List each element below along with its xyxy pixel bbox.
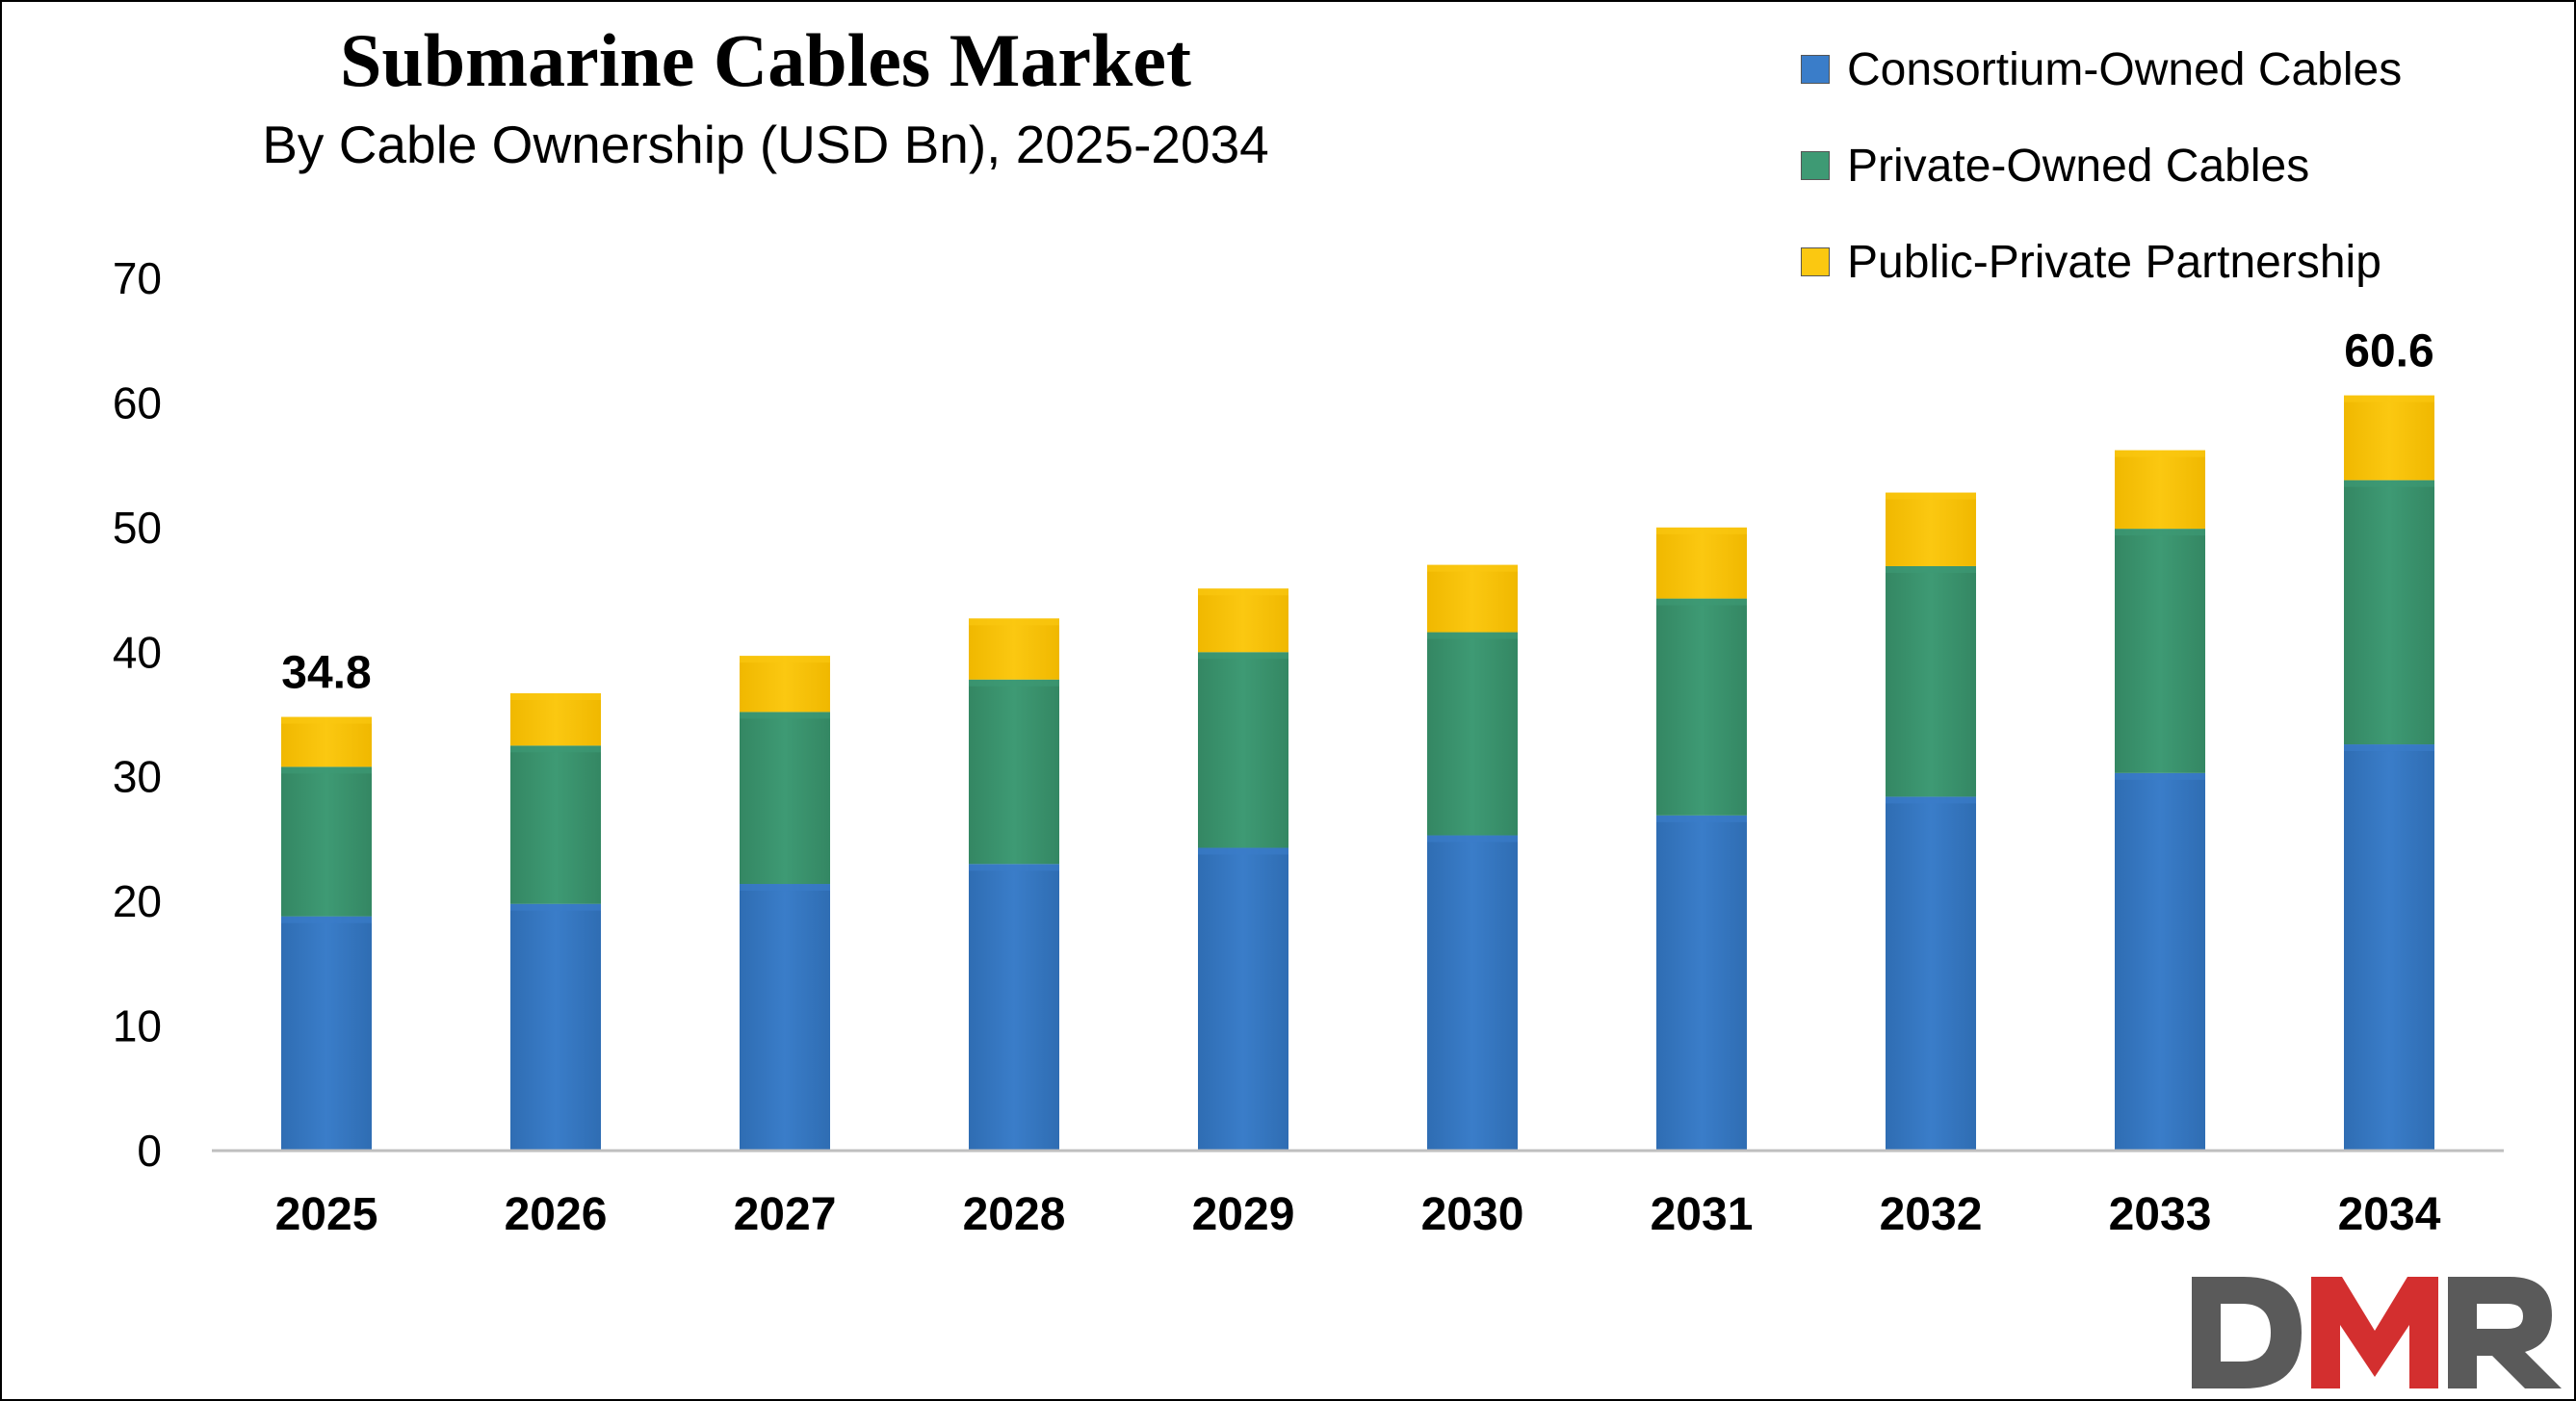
bar-segment-top-consortium-2032 bbox=[1886, 796, 1976, 804]
bar-segment-top-ppp-2032 bbox=[1886, 492, 1976, 500]
legend: Consortium-Owned Cables Private-Owned Ca… bbox=[1801, 21, 2402, 310]
bar-segment-top-ppp-2034 bbox=[2344, 395, 2434, 402]
bar-segment-top-ppp-2028 bbox=[969, 618, 1059, 626]
bar-segment-private-2026 bbox=[510, 745, 601, 904]
legend-label-ppp: Public-Private Partnership bbox=[1847, 236, 2381, 288]
bar-segment-private-2031 bbox=[1656, 598, 1747, 816]
bar-segment-consortium-2033 bbox=[2115, 772, 2205, 1151]
bar-segment-private-2027 bbox=[740, 712, 830, 885]
bar-segment-ppp-2028 bbox=[969, 618, 1059, 680]
bar-segment-top-consortium-2030 bbox=[1427, 835, 1518, 843]
bar-segment-top-consortium-2031 bbox=[1656, 815, 1747, 822]
x-tick-label-2033: 2033 bbox=[2109, 1189, 2212, 1240]
bar-segment-private-2030 bbox=[1427, 632, 1518, 836]
bar-segment-top-private-2030 bbox=[1427, 632, 1518, 639]
bar-segment-top-consortium-2033 bbox=[2115, 772, 2205, 780]
chart-title: Submarine Cables Market bbox=[340, 18, 1191, 102]
bar-segment-top-ppp-2026 bbox=[510, 692, 601, 700]
bar-segment-top-consortium-2027 bbox=[740, 884, 830, 892]
bar-segment-private-2025 bbox=[281, 766, 372, 917]
y-tick-label: 10 bbox=[113, 1001, 162, 1051]
bars bbox=[281, 395, 2434, 1151]
legend-label-private: Private-Owned Cables bbox=[1847, 140, 2310, 192]
y-tick-label: 70 bbox=[113, 253, 162, 303]
data-labels: 34.8 60.6 bbox=[281, 326, 2433, 699]
total-label-2034: 60.6 bbox=[2344, 326, 2433, 377]
x-tick-label-2031: 2031 bbox=[1651, 1189, 1754, 1240]
y-tick-label: 50 bbox=[113, 503, 162, 553]
bar-segment-ppp-2027 bbox=[740, 656, 830, 713]
bar-segment-top-private-2029 bbox=[1198, 652, 1288, 660]
bar-segment-consortium-2026 bbox=[510, 903, 601, 1151]
bar-segment-top-consortium-2034 bbox=[2344, 744, 2434, 752]
legend-swatch-consortium bbox=[1801, 55, 1830, 84]
bar-segment-consortium-2025 bbox=[281, 916, 372, 1151]
bar-segment-top-consortium-2028 bbox=[969, 864, 1059, 871]
bar-segment-ppp-2034 bbox=[2344, 395, 2434, 480]
bar-segment-consortium-2029 bbox=[1198, 847, 1288, 1151]
legend-swatch-ppp bbox=[1801, 247, 1830, 276]
y-tick-label: 40 bbox=[113, 627, 162, 677]
bar-segment-consortium-2034 bbox=[2344, 744, 2434, 1151]
bar-segment-consortium-2028 bbox=[969, 864, 1059, 1151]
x-tick-label-2027: 2027 bbox=[734, 1189, 837, 1240]
bar-segment-top-ppp-2033 bbox=[2115, 450, 2205, 457]
bar-segment-ppp-2033 bbox=[2115, 450, 2205, 530]
x-tick-label-2028: 2028 bbox=[963, 1189, 1066, 1240]
x-tick-label-2030: 2030 bbox=[1421, 1189, 1524, 1240]
y-axis: 0 10 20 30 40 50 60 70 bbox=[113, 253, 162, 1176]
bar-segment-top-private-2027 bbox=[740, 712, 830, 719]
bar-segment-private-2033 bbox=[2115, 529, 2205, 773]
bar-segment-consortium-2031 bbox=[1656, 815, 1747, 1151]
bar-segment-private-2034 bbox=[2344, 480, 2434, 745]
x-axis: 2025 2026 2027 2028 2029 2030 2031 2032 2033 2034 bbox=[275, 1189, 2441, 1240]
bar-segment-ppp-2032 bbox=[1886, 492, 1976, 566]
bar-segment-top-private-2025 bbox=[281, 766, 372, 774]
bar-segment-consortium-2030 bbox=[1427, 835, 1518, 1151]
bar-segment-top-private-2028 bbox=[969, 679, 1059, 687]
bar-segment-private-2028 bbox=[969, 679, 1059, 865]
bar-segment-top-private-2034 bbox=[2344, 480, 2434, 487]
bar-segment-ppp-2026 bbox=[510, 692, 601, 746]
bar-segment-top-consortium-2026 bbox=[510, 903, 601, 911]
bar-segment-top-private-2031 bbox=[1656, 598, 1747, 606]
bar-segment-top-ppp-2029 bbox=[1198, 588, 1288, 596]
chart-subtitle: By Cable Ownership (USD Bn), 2025-2034 bbox=[262, 115, 1269, 174]
legend-label-consortium: Consortium-Owned Cables bbox=[1847, 43, 2403, 95]
bar-segment-private-2029 bbox=[1198, 652, 1288, 848]
bar-segment-private-2032 bbox=[1886, 565, 1976, 797]
x-tick-label-2029: 2029 bbox=[1192, 1189, 1295, 1240]
legend-item-consortium: Consortium-Owned Cables bbox=[1801, 21, 2402, 117]
bar-segment-top-ppp-2027 bbox=[740, 656, 830, 663]
bar-segment-top-private-2032 bbox=[1886, 565, 1976, 573]
total-label-2025: 34.8 bbox=[281, 648, 371, 699]
bar-segment-ppp-2031 bbox=[1656, 527, 1747, 599]
bar-segment-top-consortium-2025 bbox=[281, 916, 372, 923]
x-tick-label-2034: 2034 bbox=[2338, 1189, 2441, 1240]
y-tick-label: 60 bbox=[113, 377, 162, 428]
legend-item-ppp: Public-Private Partnership bbox=[1801, 214, 2402, 310]
bar-segment-ppp-2029 bbox=[1198, 588, 1288, 653]
bar-segment-top-ppp-2031 bbox=[1656, 527, 1747, 534]
y-tick-label: 20 bbox=[113, 876, 162, 926]
bar-segment-top-private-2026 bbox=[510, 745, 601, 753]
y-tick-label: 30 bbox=[113, 752, 162, 802]
legend-item-private: Private-Owned Cables bbox=[1801, 117, 2402, 214]
bar-segment-top-ppp-2030 bbox=[1427, 564, 1518, 572]
bar-segment-consortium-2032 bbox=[1886, 796, 1976, 1151]
bar-segment-ppp-2025 bbox=[281, 716, 372, 767]
x-tick-label-2025: 2025 bbox=[275, 1189, 378, 1240]
bar-segment-top-consortium-2029 bbox=[1198, 847, 1288, 855]
bar-segment-ppp-2030 bbox=[1427, 564, 1518, 633]
legend-swatch-private bbox=[1801, 151, 1830, 180]
x-tick-label-2026: 2026 bbox=[505, 1189, 608, 1240]
dmr-logo bbox=[2192, 1277, 2562, 1388]
y-tick-label: 0 bbox=[137, 1126, 162, 1176]
bar-segment-top-ppp-2025 bbox=[281, 716, 372, 724]
bar-segment-top-private-2033 bbox=[2115, 529, 2205, 536]
bar-segment-consortium-2027 bbox=[740, 884, 830, 1151]
x-tick-label-2032: 2032 bbox=[1880, 1189, 1983, 1240]
